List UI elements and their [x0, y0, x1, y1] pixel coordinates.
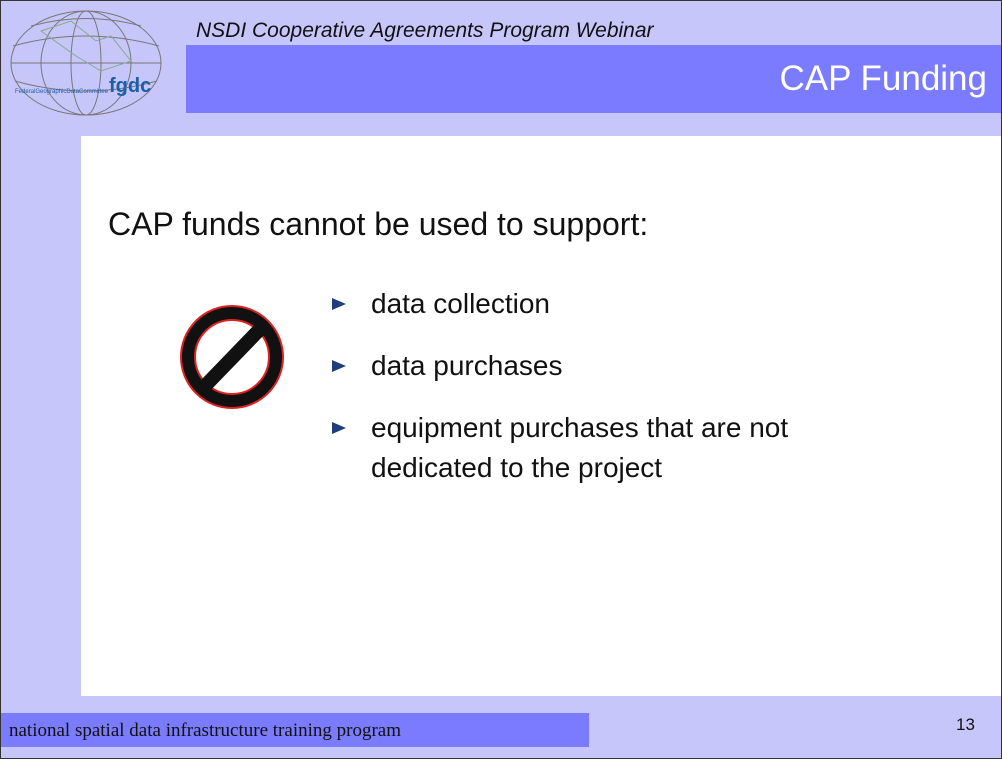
footer-bar: national spatial data infrastructure tra… — [1, 713, 589, 747]
bullet-marker — [332, 422, 346, 434]
bullet-list: data collection data purchases equipment p… — [331, 284, 891, 510]
title-bar: CAP Funding — [186, 45, 1001, 113]
prohibited-icon — [180, 305, 284, 409]
subtitle: NSDI Cooperative Agreements Program Webi… — [196, 19, 654, 42]
footer-text: national spatial data infrastructure tra… — [9, 720, 401, 741]
bullet-marker — [332, 298, 346, 310]
bullet-text: data purchases — [371, 350, 563, 381]
page-number: 13 — [956, 715, 975, 734]
bullet-item: data collection — [331, 284, 891, 324]
logo-acronym: fgdc — [109, 75, 152, 97]
bullet-item: data purchases — [331, 346, 891, 386]
logo-name: FederalGeographicDataCommittee — [15, 89, 109, 95]
bullet-item: equipment purchases that are not dedicat… — [331, 408, 891, 488]
content-panel: CAP funds cannot be used to support: dat… — [81, 136, 1001, 696]
bullet-text: equipment purchases that are not dedicat… — [371, 412, 789, 483]
title: CAP Funding — [779, 59, 987, 98]
heading: CAP funds cannot be used to support: — [108, 206, 649, 242]
bullet-text: data collection — [371, 288, 551, 319]
bullet-marker — [332, 360, 346, 372]
logo-globe — [10, 10, 162, 116]
